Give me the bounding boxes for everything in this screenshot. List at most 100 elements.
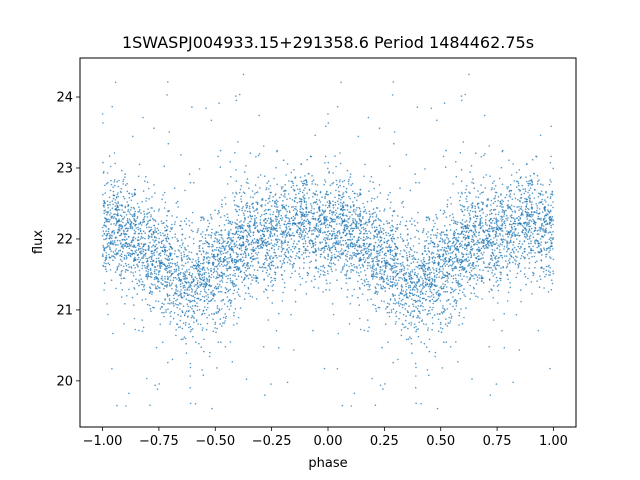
data-point: [549, 274, 551, 276]
data-point: [248, 205, 251, 208]
data-point: [270, 383, 272, 385]
data-point: [362, 265, 365, 268]
data-point: [122, 221, 124, 224]
data-point: [514, 197, 517, 200]
data-points: [101, 73, 555, 410]
data-point: [288, 180, 290, 182]
data-point: [278, 347, 280, 349]
data-point: [455, 238, 457, 241]
data-point: [163, 191, 166, 194]
data-point: [485, 229, 487, 232]
data-point: [228, 230, 230, 232]
data-point: [508, 232, 511, 234]
data-point: [486, 199, 488, 201]
data-point: [492, 202, 495, 204]
data-point: [455, 301, 458, 304]
data-point: [256, 225, 259, 227]
data-point: [207, 268, 210, 271]
data-point: [515, 260, 517, 262]
data-point: [393, 131, 396, 133]
data-point: [306, 158, 309, 161]
data-point: [235, 180, 238, 182]
data-point: [512, 381, 514, 384]
data-point: [230, 237, 232, 239]
data-point: [272, 260, 274, 263]
data-point: [480, 242, 483, 244]
data-point: [186, 277, 188, 280]
data-point: [476, 241, 478, 244]
data-point: [408, 295, 411, 297]
data-point: [481, 280, 483, 282]
data-point: [299, 236, 302, 239]
data-point: [247, 254, 250, 257]
data-point: [539, 275, 541, 278]
data-point: [180, 252, 182, 254]
data-point: [384, 383, 386, 385]
data-point: [371, 260, 374, 263]
data-point: [120, 264, 122, 267]
data-point: [379, 384, 382, 387]
data-point: [308, 252, 311, 254]
data-point: [283, 253, 286, 256]
data-point: [330, 256, 332, 259]
data-point: [465, 247, 468, 249]
data-point: [169, 266, 171, 268]
data-point: [191, 291, 193, 293]
data-point: [286, 244, 289, 246]
data-point: [409, 271, 412, 273]
data-point: [312, 329, 314, 332]
data-point: [461, 99, 463, 102]
data-point: [106, 200, 109, 203]
data-point: [392, 264, 394, 267]
data-point: [303, 245, 305, 248]
data-point: [505, 194, 508, 196]
data-point: [263, 230, 266, 233]
data-point: [248, 207, 251, 210]
data-point: [229, 243, 231, 246]
data-point: [389, 298, 392, 300]
data-point: [454, 248, 456, 251]
data-point: [408, 278, 411, 280]
data-point: [330, 258, 333, 261]
data-point: [206, 228, 208, 231]
data-point: [275, 244, 278, 246]
data-point: [360, 271, 362, 273]
data-point: [375, 271, 378, 274]
data-point: [290, 186, 293, 188]
data-point: [208, 243, 210, 246]
data-point: [401, 306, 404, 309]
data-point: [259, 229, 262, 232]
data-point: [281, 219, 283, 221]
data-point: [266, 182, 269, 184]
data-point: [490, 238, 492, 241]
data-point: [423, 245, 426, 248]
data-point: [251, 239, 254, 242]
data-point: [375, 214, 378, 216]
data-point: [550, 181, 552, 183]
data-point: [459, 285, 462, 287]
data-point: [536, 205, 538, 207]
data-point: [280, 214, 283, 217]
data-point: [366, 257, 369, 259]
data-point: [528, 229, 531, 231]
data-point: [528, 252, 530, 254]
data-point: [505, 233, 507, 235]
data-point: [543, 247, 545, 249]
data-point: [257, 212, 259, 214]
data-point: [108, 232, 110, 235]
data-point: [292, 209, 295, 212]
data-point: [465, 188, 467, 191]
data-point: [148, 211, 151, 214]
data-point: [184, 289, 186, 291]
data-point: [532, 249, 535, 252]
data-point: [449, 246, 452, 248]
data-point: [256, 208, 259, 211]
data-point: [461, 278, 463, 281]
data-point: [452, 268, 454, 270]
data-point: [170, 265, 173, 268]
data-point: [294, 246, 297, 248]
data-point: [130, 267, 133, 269]
data-point: [453, 300, 455, 303]
data-point: [156, 285, 159, 288]
data-point: [102, 172, 105, 174]
